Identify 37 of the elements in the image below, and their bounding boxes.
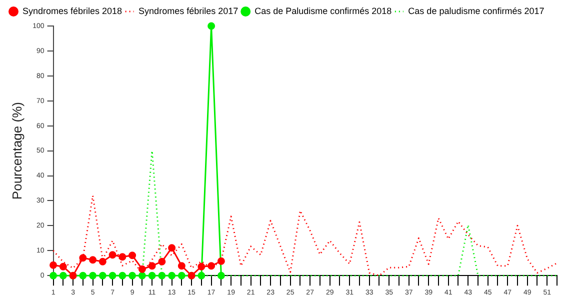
point (198, 272, 206, 280)
point (59, 272, 67, 280)
point (148, 262, 156, 270)
point (118, 272, 126, 280)
point (128, 252, 136, 260)
point (148, 272, 156, 280)
point (50, 272, 58, 280)
point (98, 272, 106, 280)
point (168, 272, 176, 280)
point (158, 258, 166, 266)
point (79, 254, 87, 262)
point (168, 244, 176, 252)
point (208, 22, 216, 30)
point (217, 272, 225, 280)
point (198, 262, 206, 270)
point (178, 262, 186, 270)
point (50, 261, 58, 269)
point (208, 262, 216, 270)
point (108, 272, 116, 280)
point (79, 272, 87, 280)
legend-label: Cas de Paludisme confirmés 2018 (254, 6, 392, 16)
legend-label: Syndromes fébriles 2017 (138, 6, 238, 16)
point (217, 257, 225, 265)
point (108, 251, 116, 259)
legend-label: Cas de paludisme confirmés 2017 (408, 6, 544, 16)
point (158, 272, 166, 280)
point (89, 272, 97, 280)
point (59, 262, 67, 270)
point (138, 265, 146, 273)
point (138, 272, 146, 280)
point (178, 272, 186, 280)
point (128, 272, 136, 280)
legend-label: Syndromes fébriles 2018 (22, 6, 122, 16)
point (118, 253, 126, 261)
y-axis-title: Pourcentage (%) (9, 102, 24, 200)
point (98, 258, 106, 266)
point (89, 256, 97, 264)
